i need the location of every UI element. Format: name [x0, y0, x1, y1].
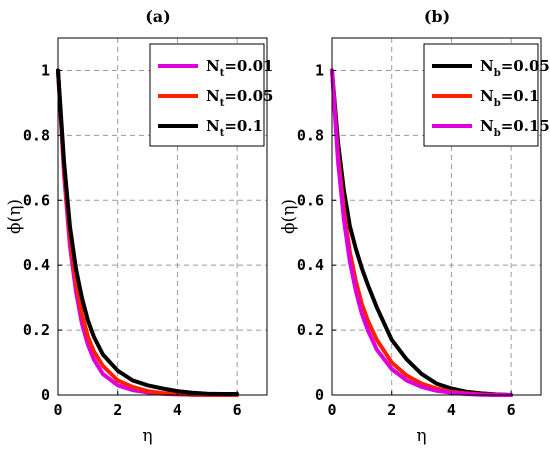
legend-entry-subscript: b — [494, 98, 501, 109]
y-tick-label: 1 — [41, 61, 50, 79]
legend-entry: Nt=0.01 — [206, 57, 273, 79]
x-tick-label: 0 — [327, 401, 336, 419]
legend-entry-subscript: t — [220, 68, 225, 79]
x-tick-label: 0 — [53, 401, 62, 419]
legend-entry-symbol: N — [206, 87, 220, 105]
panel-title: (a) — [145, 7, 171, 26]
legend-entry-subscript: b — [494, 68, 501, 79]
panel-b: 0 2 4 600.20.40.60.81(b)ηϕ(η)Nb=0.05Nb=0.1N… — [279, 7, 550, 446]
x-axis-label: η — [416, 426, 426, 446]
legend-entry-symbol: N — [480, 87, 494, 105]
x-tick-label: 2 — [387, 401, 396, 419]
legend-entry: Nb=0.05 — [480, 57, 550, 79]
x-tick-label: 6 — [507, 401, 516, 419]
series-line-3 — [56, 68, 240, 396]
legend-entry-value: =0.1 — [501, 87, 540, 105]
axes-frame — [57, 37, 268, 396]
legend-entry-symbol: N — [206, 57, 220, 75]
y-tick-label: 0.6 — [297, 191, 324, 209]
legend-entry-value: =0.15 — [501, 117, 550, 135]
y-tick-label: 1 — [315, 61, 324, 79]
legend-entry-symbol: N — [206, 117, 220, 135]
x-tick-label: 6 — [233, 401, 242, 419]
y-tick-label: 0 — [41, 386, 50, 404]
x-tick-label: 4 — [173, 401, 182, 419]
legend-entry-subscript: t — [220, 98, 225, 109]
legend-entry: Nb=0.15 — [480, 117, 550, 139]
x-axis-label: η — [142, 426, 152, 446]
y-tick-label: 0.4 — [297, 256, 324, 274]
y-axis-label: ϕ(η) — [5, 199, 25, 234]
y-tick-label: 0 — [315, 386, 324, 404]
legend-entry: Nb=0.1 — [480, 87, 539, 109]
legend-entry-value: =0.01 — [224, 57, 273, 75]
y-tick-label: 0.4 — [23, 256, 50, 274]
y-axis-label: ϕ(η) — [279, 199, 299, 234]
y-tick-label: 0.2 — [297, 321, 324, 339]
y-tick-label: 0.2 — [23, 321, 50, 339]
legend-entry-symbol: N — [480, 117, 494, 135]
legend-entry: Nt=0.05 — [206, 87, 273, 109]
legend-entry: Nt=0.1 — [206, 117, 263, 139]
legend-entry-symbol: N — [480, 57, 494, 75]
panel-title: (b) — [424, 7, 450, 26]
y-tick-label: 0.8 — [297, 126, 324, 144]
axes-frame — [331, 37, 542, 396]
panel-a: 0 2 4 600.20.40.60.81(a)ηϕ(η)Nt=0.01Nt=0.05… — [5, 7, 273, 446]
legend-entry-value: =0.05 — [224, 87, 273, 105]
y-tick-label: 0.8 — [23, 126, 50, 144]
x-tick-label: 2 — [113, 401, 122, 419]
series-line-3 — [330, 68, 514, 397]
legend-entry-subscript: b — [494, 128, 501, 139]
legend-entry-value: =0.1 — [224, 117, 263, 135]
x-tick-label: 4 — [447, 401, 456, 419]
legend-entry-subscript: t — [220, 128, 225, 139]
y-tick-label: 0.6 — [23, 191, 50, 209]
legend-entry-value: =0.05 — [501, 57, 550, 75]
